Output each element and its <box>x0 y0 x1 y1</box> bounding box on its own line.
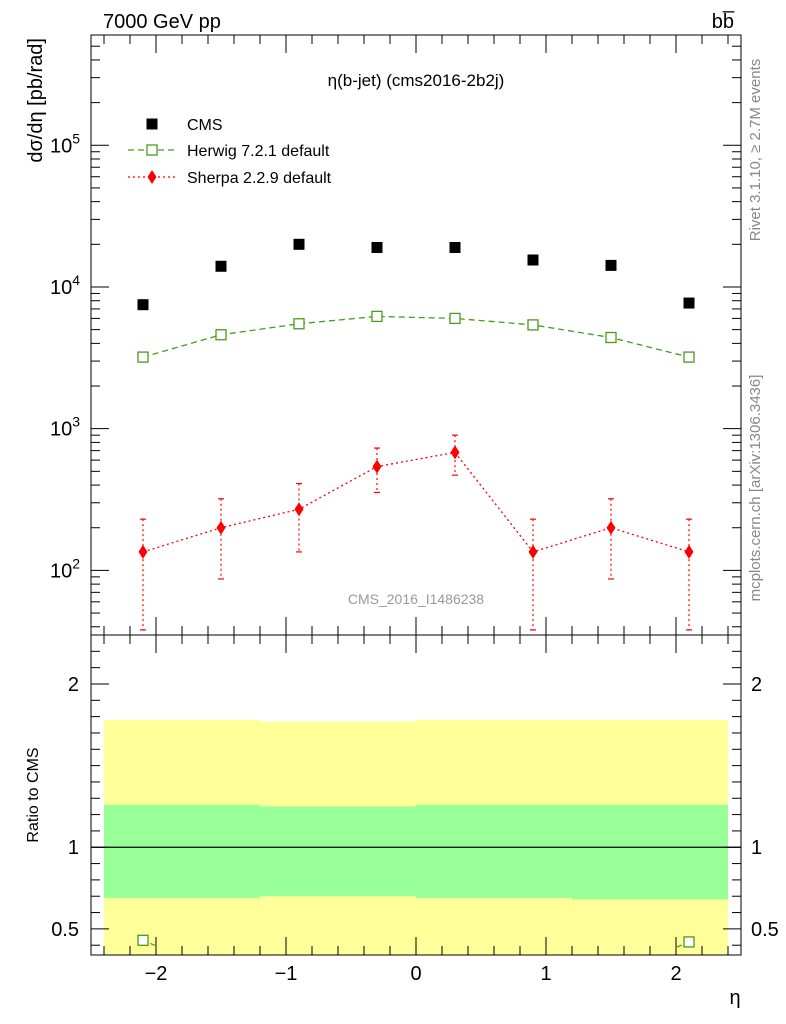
ratio-plot-area: 0.5 0.5 1 1 2 2 −2 −1 0 1 2 Ratio to CMS η <box>25 634 779 1009</box>
series-line-2 <box>142 451 690 553</box>
data-point-sherpa <box>528 544 538 559</box>
ratio-point-herwig <box>683 936 695 948</box>
ratio-band-inner <box>416 804 572 898</box>
data-point-sherpa <box>606 520 616 535</box>
watermark: CMS_2016_I1486238 <box>348 591 484 607</box>
ratio-band-inner <box>104 804 260 898</box>
data-point-herwig <box>605 331 617 344</box>
rivet-label: Rivet 3.1.10, ≥ 2.7M events <box>747 59 764 242</box>
ratio-y-tick-label-right: 0.5 <box>751 919 779 941</box>
data-point-cms <box>683 297 695 309</box>
x-axis-label: η <box>729 987 740 1009</box>
main-plot-area: 102 103 104 105 η(b-jet) (cms2016-2b2j) CMS… <box>25 34 742 636</box>
ratio-y-tick-label-right: 1 <box>751 837 762 859</box>
data-point-herwig <box>683 351 695 363</box>
data-point-herwig <box>449 312 461 325</box>
ratio-band-inner <box>260 806 416 897</box>
y-tick-label: 102 <box>50 555 80 582</box>
data-point-herwig <box>371 310 383 323</box>
legend-label: Herwig 7.2.1 default <box>187 143 330 160</box>
ratio-y-tick-label-left: 1 <box>68 837 79 859</box>
x-tick-label: 1 <box>540 963 551 985</box>
x-tick-label: 0 <box>410 963 421 985</box>
data-point-herwig <box>293 318 305 330</box>
mcplots-label: mcplots.cern.ch [arXiv:1306.3436] <box>747 375 764 602</box>
data-point-sherpa <box>450 445 460 460</box>
data-point-cms <box>293 238 305 250</box>
legend-label: Sherpa 2.2.9 default <box>187 170 332 187</box>
data-point-sherpa <box>294 502 304 517</box>
y-axis-label: dσ/dη [pb/rad] <box>25 38 47 163</box>
data-point-cms <box>527 254 539 266</box>
data-point-cms <box>137 299 149 311</box>
data-point-cms <box>449 241 461 253</box>
data-point-cms <box>605 259 617 271</box>
x-tick-label: −2 <box>145 963 168 985</box>
x-tick-label: −1 <box>275 963 298 985</box>
ratio-y-axis-label: Ratio to CMS <box>25 747 42 842</box>
data-point-sherpa <box>684 544 694 559</box>
series-line-1 <box>142 315 690 358</box>
process-label: bb̅ <box>712 10 735 33</box>
ratio-band-inner <box>572 804 728 900</box>
energy-label: 7000 GeV pp <box>103 11 221 33</box>
ratio-y-tick-label-right: 2 <box>751 674 762 696</box>
data-point-sherpa <box>216 520 226 535</box>
data-point-herwig <box>215 329 227 341</box>
data-point-sherpa <box>138 544 148 559</box>
y-tick-label: 104 <box>50 272 80 299</box>
legend: CMS Herwig 7.2.1 default Sherpa 2.2.9 defa… <box>128 117 332 187</box>
x-tick-label: 2 <box>670 963 681 985</box>
y-tick-label: 105 <box>50 130 80 157</box>
main-title: η(b-jet) (cms2016-2b2j) <box>328 71 505 90</box>
data-point-sherpa <box>372 459 382 474</box>
legend-label: CMS <box>187 117 223 134</box>
data-point-cms <box>371 241 383 253</box>
y-tick-label: 103 <box>50 414 80 441</box>
legend-marker-cms <box>146 118 158 130</box>
data-point-herwig <box>137 351 149 363</box>
data-point-herwig <box>527 319 539 331</box>
ratio-y-tick-label-left: 2 <box>68 674 79 696</box>
legend-marker-herwig <box>146 144 158 156</box>
ratio-y-tick-label-left: 0.5 <box>51 919 79 941</box>
legend-marker-sherpa <box>147 170 157 184</box>
ratio-point-herwig <box>137 934 149 946</box>
data-point-cms <box>215 260 227 272</box>
